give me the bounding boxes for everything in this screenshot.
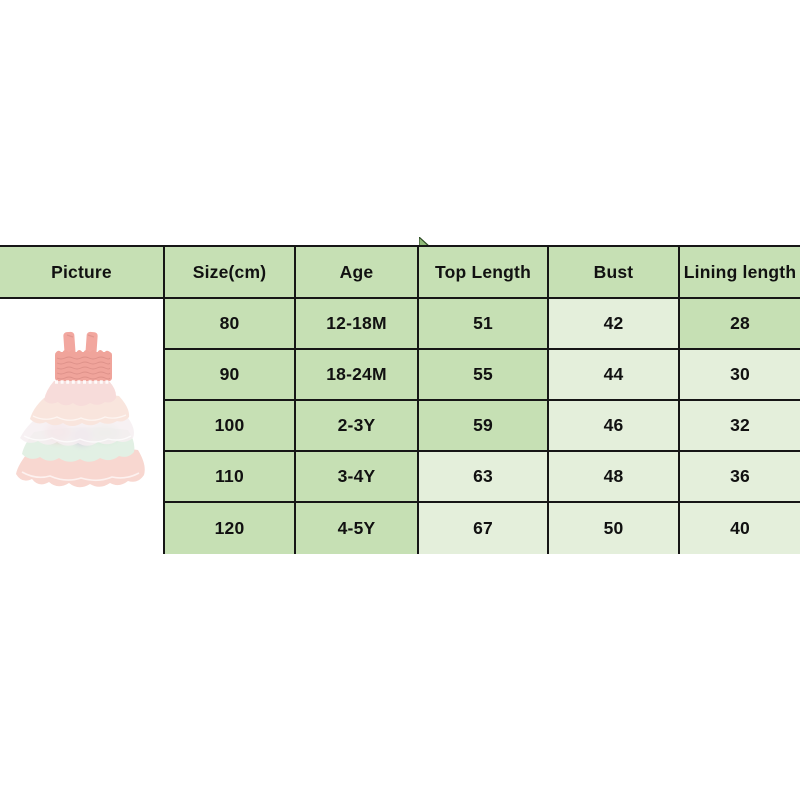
table-cell-size: 100: [165, 401, 296, 452]
size-chart-table: Picture Size(cm) Age Top Length Bust Lin…: [0, 245, 800, 554]
table-cell-lining: 30: [680, 350, 800, 401]
table-cell-top: 55: [419, 350, 549, 401]
table-cell-top: 67: [419, 503, 549, 554]
col-header-lining-length: Lining length: [680, 247, 800, 299]
col-header-size: Size(cm): [165, 247, 296, 299]
col-header-picture: Picture: [0, 247, 165, 299]
table-cell-lining: 40: [680, 503, 800, 554]
table-cell-bust: 50: [549, 503, 680, 554]
table-cell-lining: 28: [680, 299, 800, 350]
col-header-age: Age: [296, 247, 419, 299]
table-cell-top: 59: [419, 401, 549, 452]
product-photo-dress: [6, 326, 156, 491]
table-cell-age: 4-5Y: [296, 503, 419, 554]
table-cell-age: 3-4Y: [296, 452, 419, 503]
table-cell-size: 90: [165, 350, 296, 401]
table-cell-lining: 36: [680, 452, 800, 503]
table-cell-age: 12-18M: [296, 299, 419, 350]
table-cell-size: 80: [165, 299, 296, 350]
table-cell-bust: 42: [549, 299, 680, 350]
tiered-tulle-dress-icon: [16, 331, 145, 488]
col-header-top-length: Top Length: [419, 247, 549, 299]
product-picture-cell: [0, 299, 165, 554]
table-cell-bust: 48: [549, 452, 680, 503]
table-cell-top: 63: [419, 452, 549, 503]
table-cell-lining: 32: [680, 401, 800, 452]
table-cell-size: 120: [165, 503, 296, 554]
col-header-bust: Bust: [549, 247, 680, 299]
table-cell-age: 18-24M: [296, 350, 419, 401]
table-cell-age: 2-3Y: [296, 401, 419, 452]
table-cell-top: 51: [419, 299, 549, 350]
table-cell-bust: 46: [549, 401, 680, 452]
table-cell-bust: 44: [549, 350, 680, 401]
table-cell-size: 110: [165, 452, 296, 503]
corner-notch: [419, 237, 431, 247]
